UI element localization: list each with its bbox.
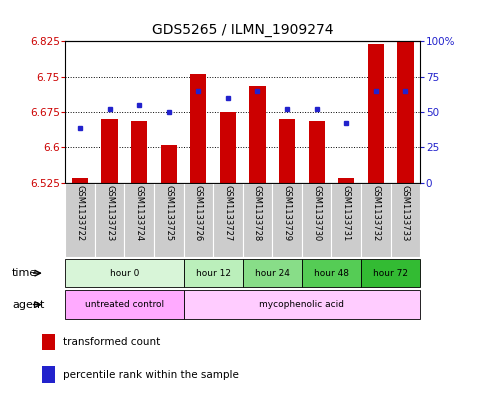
Bar [213,183,242,257]
Text: GSM1133733: GSM1133733 [401,185,410,241]
Bar [190,74,206,183]
Text: untreated control: untreated control [85,300,164,309]
Text: time: time [12,268,37,278]
Text: GSM1133725: GSM1133725 [164,185,173,241]
Bar [302,183,331,257]
Text: GSM1133731: GSM1133731 [342,185,351,241]
Text: GSM1133729: GSM1133729 [283,185,292,241]
Text: hour 72: hour 72 [373,269,408,277]
Bar [65,259,184,287]
Bar [101,119,118,183]
Text: GSM1133732: GSM1133732 [371,185,380,241]
Text: GSM1133726: GSM1133726 [194,185,203,241]
Bar [279,119,295,183]
Bar [184,259,242,287]
Bar [331,183,361,257]
Bar [242,183,272,257]
Bar [42,366,55,383]
Bar [184,290,420,319]
Bar [161,145,177,183]
Bar [361,183,391,257]
Text: GSM1133722: GSM1133722 [75,185,85,241]
Bar [398,41,413,183]
Bar [42,334,55,350]
Bar [131,121,147,183]
Text: percentile rank within the sample: percentile rank within the sample [63,370,239,380]
Bar [184,183,213,257]
Text: mycophenolic acid: mycophenolic acid [259,300,344,309]
Text: hour 24: hour 24 [255,269,290,277]
Bar [391,183,420,257]
Text: agent: agent [12,299,44,310]
Bar [368,44,384,183]
Bar [243,259,302,287]
Bar [154,183,184,257]
Bar [65,290,184,319]
Bar [309,121,325,183]
Bar [249,86,266,183]
Bar [272,183,302,257]
Bar [95,183,125,257]
Bar [125,183,154,257]
Text: GSM1133724: GSM1133724 [135,185,143,241]
Text: GSM1133727: GSM1133727 [224,185,232,241]
Text: hour 0: hour 0 [110,269,139,277]
Text: hour 48: hour 48 [314,269,349,277]
Text: GSM1133730: GSM1133730 [312,185,321,241]
Text: hour 12: hour 12 [196,269,230,277]
Text: GDS5265 / ILMN_1909274: GDS5265 / ILMN_1909274 [152,23,333,37]
Bar [65,183,95,257]
Text: GSM1133723: GSM1133723 [105,185,114,241]
Bar [338,178,355,183]
Text: GSM1133728: GSM1133728 [253,185,262,241]
Bar [361,259,420,287]
Bar [302,259,361,287]
Bar [72,178,88,183]
Text: transformed count: transformed count [63,337,160,347]
Bar [220,112,236,183]
